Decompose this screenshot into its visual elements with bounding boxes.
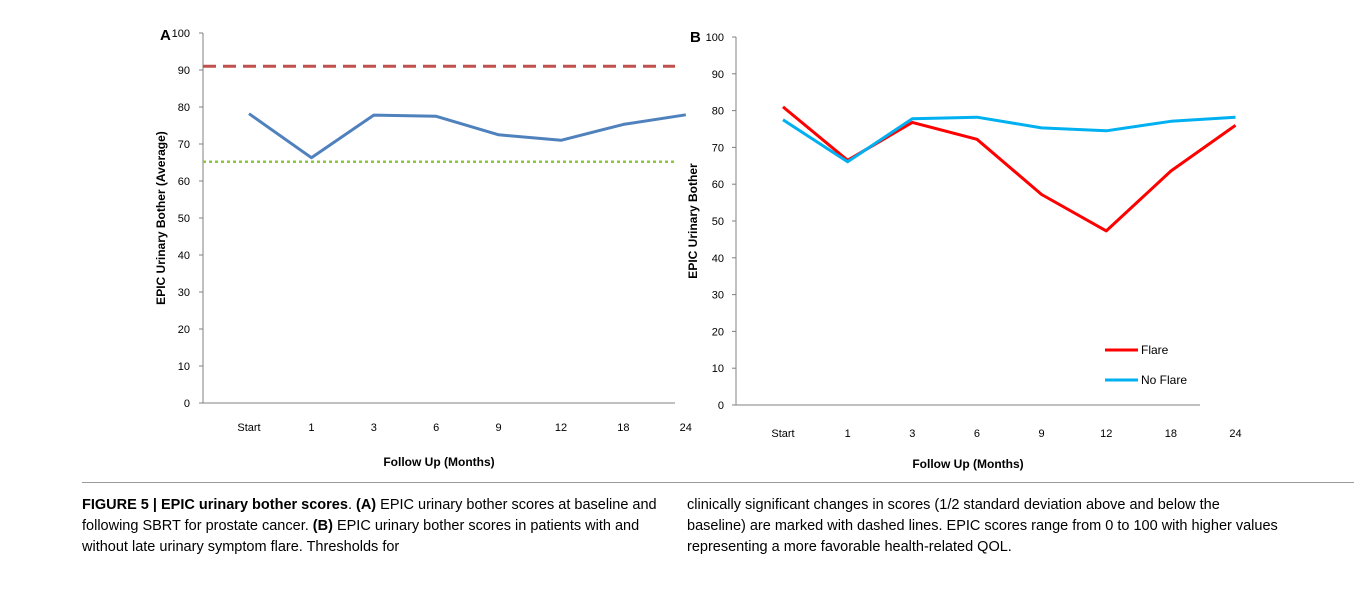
y-tick-label: 20 xyxy=(712,326,724,338)
y-tick-label: 60 xyxy=(712,179,724,191)
y-tick-label: 10 xyxy=(178,361,190,373)
caption-divider xyxy=(82,482,1354,483)
y-tick-label: 60 xyxy=(178,176,190,188)
x-tick-label: 6 xyxy=(974,428,980,440)
caption-b-label: (B) xyxy=(312,518,333,534)
y-tick-label: 50 xyxy=(712,216,724,228)
x-tick-label: Start xyxy=(771,428,794,440)
caption-right-column: clinically significant changes in scores… xyxy=(687,497,1278,555)
y-axis-label: EPIC Urinary Bother xyxy=(686,163,700,279)
caption-left-column: FIGURE 5 | EPIC urinary bother scores. (… xyxy=(82,497,657,555)
x-tick-label: 3 xyxy=(909,428,915,440)
legend-entry: No Flare xyxy=(1141,373,1187,387)
y-tick-label: 70 xyxy=(712,142,724,154)
y-tick-label: 80 xyxy=(178,102,190,114)
y-tick-label: 0 xyxy=(718,400,724,412)
y-tick-label: 40 xyxy=(712,253,724,265)
figure-caption: FIGURE 5 | EPIC urinary bother scores. (… xyxy=(82,495,1352,590)
caption-a-label: (A) xyxy=(356,497,377,513)
y-tick-label: 90 xyxy=(178,65,190,77)
y-tick-label: 20 xyxy=(178,324,190,336)
y-tick-label: 30 xyxy=(178,287,190,299)
x-axis-label: Follow Up (Months) xyxy=(383,455,494,469)
x-tick-label: 18 xyxy=(617,422,629,434)
panel-b-chart: B 0 10 20 30 40 50 60 70 80 90 100 Start 1 3 6 9 12 18 24 Fo… xyxy=(686,29,1242,471)
caption-a-text: EPIC urinary bother scores at baseline a… xyxy=(82,497,657,534)
y-tick-label: 80 xyxy=(712,106,724,118)
x-tick-label: 24 xyxy=(680,422,692,434)
y-tick-label: 90 xyxy=(712,69,724,81)
x-tick-label: 18 xyxy=(1165,428,1177,440)
x-tick-label: Start xyxy=(237,422,260,434)
x-tick-label: 24 xyxy=(1229,428,1241,440)
x-tick-label: 6 xyxy=(433,422,439,434)
series-line-flare xyxy=(782,105,1237,233)
caption-b-text: EPIC urinary bother scores in patients w… xyxy=(82,518,640,555)
y-tick-label: 30 xyxy=(712,290,724,302)
panel-letter: A xyxy=(160,27,171,44)
y-tick-label: 100 xyxy=(706,32,724,44)
panel-letter: B xyxy=(690,29,701,46)
x-tick-label: 9 xyxy=(1039,428,1045,440)
x-tick-label: 12 xyxy=(555,422,567,434)
y-tick-label: 10 xyxy=(712,363,724,375)
x-tick-label: 12 xyxy=(1100,428,1112,440)
legend-entry: Flare xyxy=(1141,343,1169,357)
y-tick-label: 100 xyxy=(172,28,190,40)
x-axis-label: Follow Up (Months) xyxy=(912,457,1023,471)
x-tick-label: 1 xyxy=(308,422,314,434)
y-tick-label: 0 xyxy=(184,398,190,410)
series-line-no-flare xyxy=(782,115,1236,164)
series-line xyxy=(248,112,687,160)
x-tick-label: 3 xyxy=(371,422,377,434)
y-tick-label: 40 xyxy=(178,250,190,262)
caption-title: FIGURE 5 | EPIC urinary bother scores xyxy=(82,497,348,513)
panel-a-chart: A 0 10 20 30 40 50 60 70 80 90 100 Start 1 3 6 9 12 18 24 Fo… xyxy=(154,27,692,469)
x-tick-label: 1 xyxy=(845,428,851,440)
y-tick-label: 70 xyxy=(178,139,190,151)
y-axis-label: EPIC Urinary Bother (Average) xyxy=(154,131,168,305)
y-tick-label: 50 xyxy=(178,213,190,225)
x-tick-label: 9 xyxy=(496,422,502,434)
